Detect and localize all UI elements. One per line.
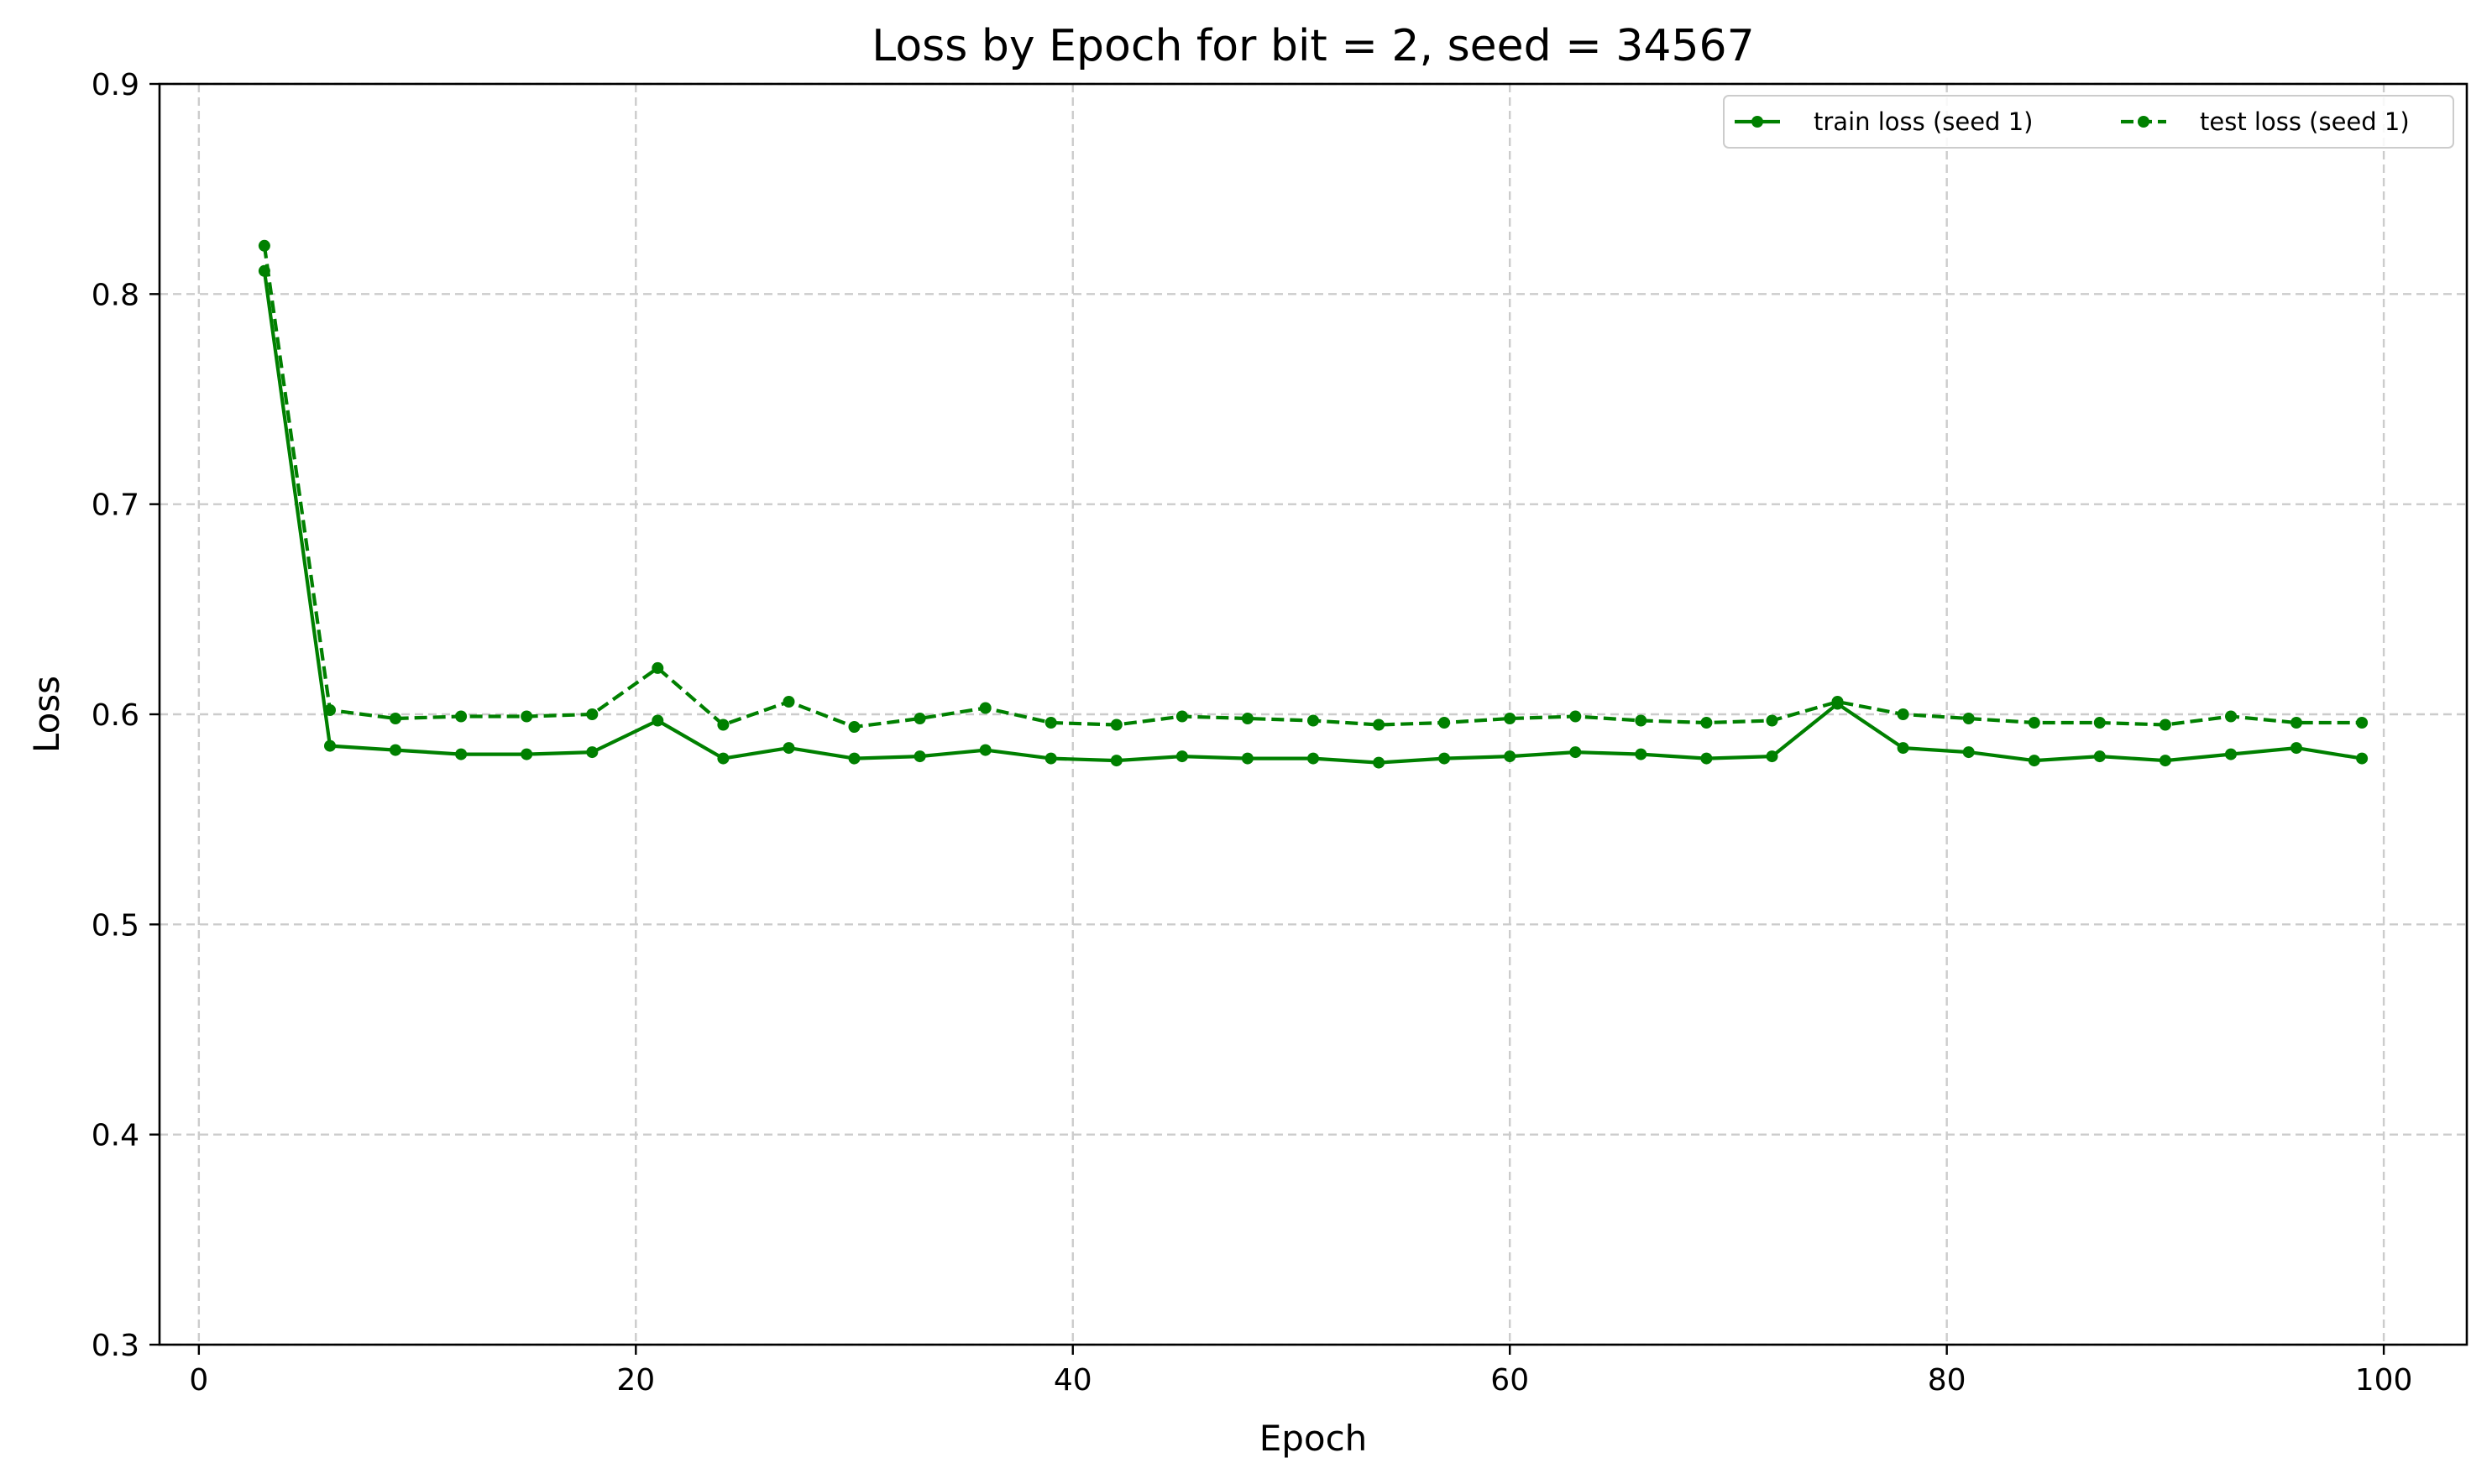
test-loss-point: [258, 239, 270, 252]
train-loss-point: [1175, 750, 1188, 763]
y-tick-label: 0.5: [92, 908, 139, 943]
legend-frame: [1723, 95, 2454, 149]
legend-test-marker: [2138, 116, 2149, 128]
axis-ticks: 0 20 40 60 80 100 0.3 0.4 0.5 0.6 0.7 0.8 0.9: [92, 68, 2413, 1398]
y-tick-label: 0.8: [92, 278, 139, 312]
y-axis-label: Loss: [26, 676, 67, 753]
y-tick-label: 0.4: [92, 1119, 139, 1153]
test-loss-point: [2159, 718, 2171, 731]
train-loss-point: [1897, 742, 1909, 755]
test-loss-point: [586, 708, 599, 720]
x-tick-label: 0: [189, 1363, 208, 1398]
train-loss-point: [390, 744, 401, 756]
legend-train-label: train loss (seed 1): [1814, 107, 2033, 136]
test-loss-point: [1373, 718, 1385, 731]
train-loss-point: [2028, 755, 2040, 767]
x-tick-label: 40: [1054, 1363, 1092, 1398]
train-loss-point: [848, 752, 861, 765]
train-loss-point: [914, 750, 926, 763]
test-loss-point: [1700, 717, 1713, 729]
x-tick-label: 80: [1928, 1363, 1966, 1398]
train-loss-point: [1044, 752, 1057, 765]
train-loss-point: [1766, 750, 1778, 763]
y-tick-label: 0.3: [92, 1329, 139, 1363]
test-loss-point: [390, 713, 401, 724]
y-tick-label: 0.9: [92, 68, 139, 102]
legend-train-marker: [1751, 116, 1763, 128]
test-loss-point: [2225, 710, 2237, 723]
train-loss-point: [324, 739, 336, 752]
test-loss-point: [979, 702, 992, 714]
x-tick-label: 60: [1490, 1363, 1529, 1398]
train-loss-point: [1700, 752, 1713, 765]
train-loss-point: [521, 748, 533, 760]
x-axis-label: Epoch: [1259, 1418, 1368, 1459]
test-loss-point: [1438, 717, 1451, 729]
test-loss-point: [2028, 717, 2040, 729]
train-loss-point: [1373, 756, 1385, 769]
train-loss-point: [2356, 752, 2369, 765]
train-loss-point: [1241, 752, 1254, 765]
test-loss-point: [1044, 717, 1057, 729]
test-loss-point: [1635, 714, 1647, 727]
test-loss-point: [717, 718, 730, 731]
train-loss-point: [1504, 750, 1516, 763]
train-loss-point: [783, 742, 795, 755]
train-loss-point: [455, 748, 468, 760]
test-loss-series: [258, 239, 2369, 733]
test-loss-point: [455, 710, 468, 723]
test-loss-point: [1175, 710, 1188, 723]
train-loss-point: [586, 746, 599, 759]
test-loss-point: [1897, 708, 1909, 720]
y-tick-label: 0.6: [92, 698, 139, 733]
y-tick-label: 0.7: [92, 489, 139, 523]
test-loss-point: [914, 713, 926, 724]
test-loss-point: [1110, 718, 1123, 731]
test-loss-point: [2290, 717, 2302, 729]
test-loss-point: [848, 721, 861, 733]
x-tick-label: 100: [2355, 1363, 2413, 1398]
test-loss-point: [783, 696, 795, 708]
train-loss-point: [1438, 752, 1451, 765]
x-tick-label: 20: [616, 1363, 655, 1398]
test-loss-point: [1307, 714, 1319, 727]
test-loss-point: [324, 704, 336, 716]
test-loss-point: [1504, 713, 1516, 724]
train-loss-point: [1635, 748, 1647, 760]
train-loss-series: [258, 264, 2369, 769]
train-loss-point: [2225, 748, 2237, 760]
train-loss-point: [717, 752, 730, 765]
test-loss-point: [652, 661, 664, 674]
train-loss-point: [2290, 742, 2302, 755]
train-loss-point: [652, 714, 664, 727]
series-layer: [258, 239, 2369, 769]
test-loss-point: [2093, 717, 2106, 729]
train-loss-point: [2093, 750, 2106, 763]
test-loss-point: [1569, 710, 1582, 723]
legend: train loss (seed 1) test loss (seed 1): [1723, 95, 2454, 149]
chart-title: Loss by Epoch for bit = 2, seed = 34567: [872, 21, 1754, 71]
legend-test-label: test loss (seed 1): [2200, 107, 2410, 136]
train-loss-point: [1110, 755, 1123, 767]
test-loss-point: [521, 710, 533, 723]
train-loss-point: [1569, 746, 1582, 759]
train-loss-point: [2159, 755, 2171, 767]
test-loss-point: [2356, 717, 2369, 729]
train-loss-point: [1307, 752, 1319, 765]
train-loss-point: [979, 744, 992, 756]
test-loss-point: [1831, 696, 1844, 708]
test-loss-point: [1241, 713, 1254, 724]
test-loss-point: [1962, 713, 1975, 724]
test-loss-point: [1766, 714, 1778, 727]
train-loss-point: [1962, 746, 1975, 759]
